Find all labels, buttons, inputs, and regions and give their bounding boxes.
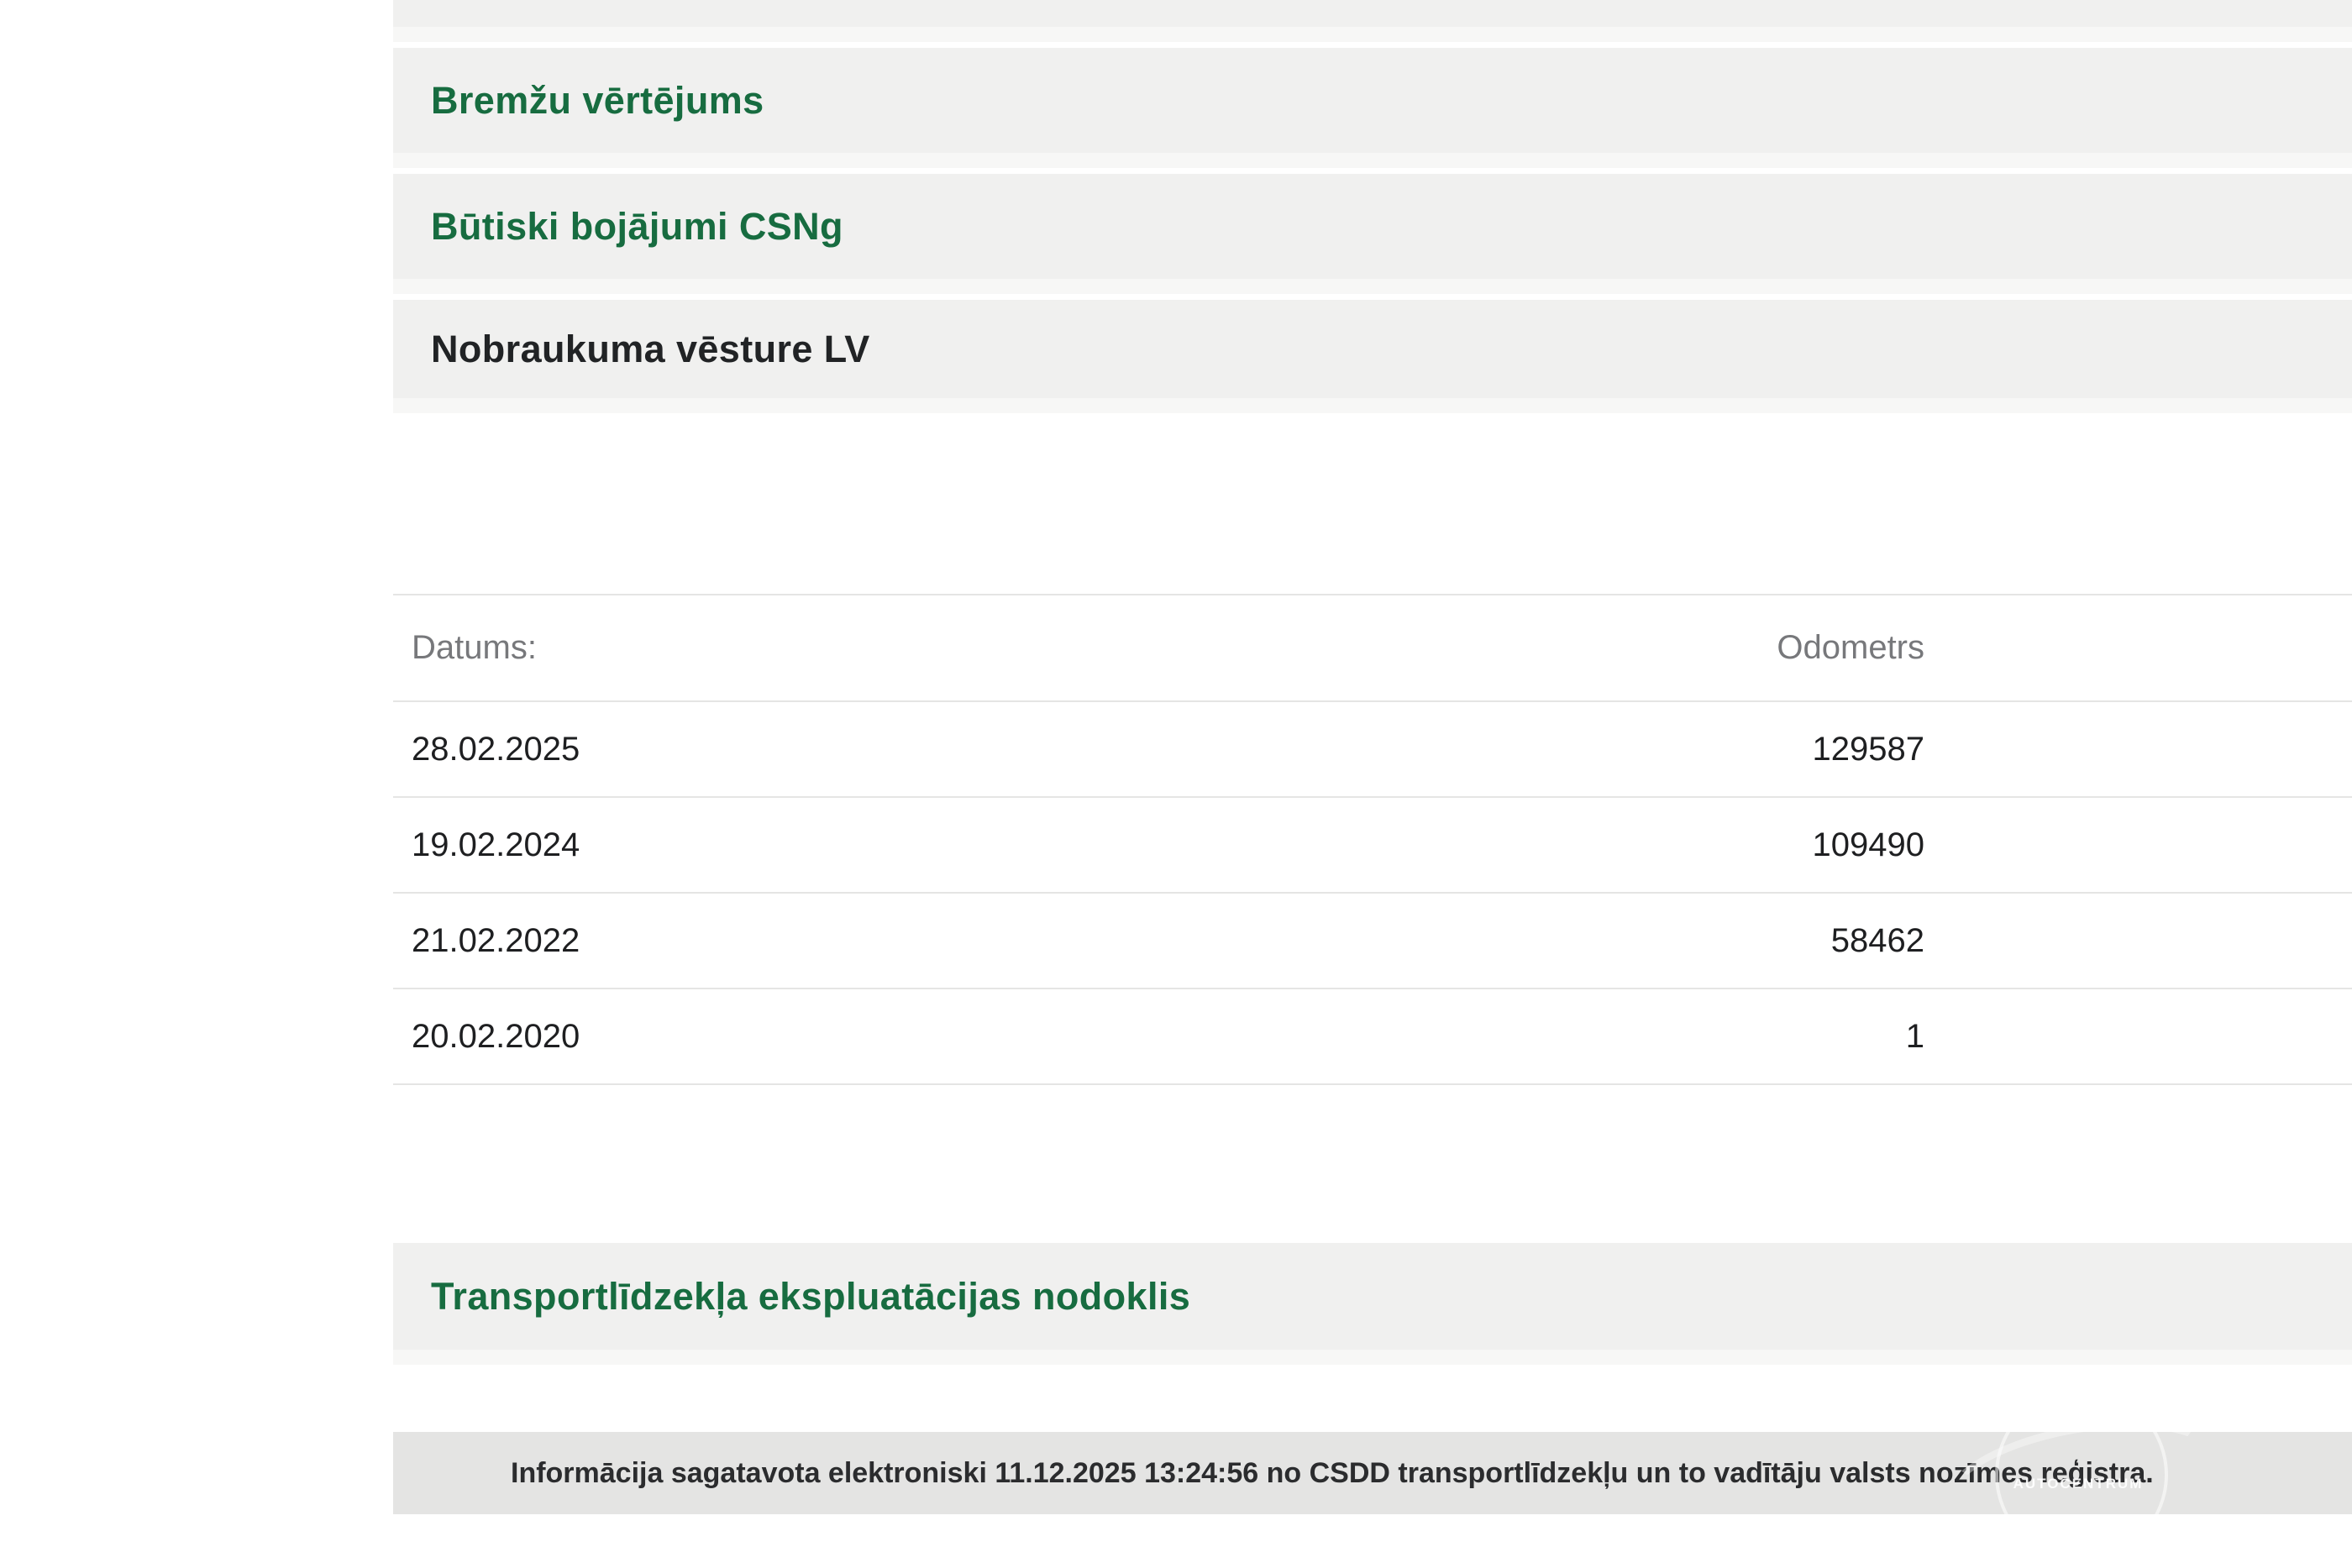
accordion-header-bremzu-vertejums[interactable]: Bremžu vērtējums: [393, 48, 2352, 153]
accordion-header-ekspluatacijas-nodoklis[interactable]: Transportlīdzekļa ekspluatācijas nodokli…: [393, 1243, 2352, 1350]
row-date: 20.02.2020: [412, 1017, 580, 1055]
column-header-date: Datums:: [412, 629, 537, 666]
row-odometer: 58462: [1830, 921, 1924, 959]
accordion-label-nobraukuma-vesture: Nobraukuma vēsture LV: [431, 327, 870, 370]
accordion-header-butiski-bojajumi[interactable]: Būtiski bojājumi CSNg: [393, 174, 2352, 279]
row-date: 21.02.2022: [412, 921, 580, 959]
row-odometer: 129587: [1812, 730, 1924, 768]
accordion-section-partial-body: [393, 0, 2352, 27]
table-row: 20.02.2020 1: [393, 989, 2352, 1085]
accordion-section-butiski-bojajumi[interactable]: Būtiski bojājumi CSNg: [393, 174, 2352, 294]
accordion-section-ekspluatacijas-nodoklis[interactable]: Transportlīdzekļa ekspluatācijas nodokli…: [393, 1243, 2352, 1365]
accordion-edge: [393, 398, 2352, 413]
row-date: 28.02.2025: [412, 730, 580, 768]
accordion-section-partial[interactable]: [393, 0, 2352, 42]
accordion-edge: [393, 279, 2352, 294]
accordion-label-butiski-bojajumi: Būtiski bojājumi CSNg: [431, 204, 843, 248]
row-odometer: 109490: [1812, 826, 1924, 863]
accordion-label-ekspluatacijas-nodoklis: Transportlīdzekļa ekspluatācijas nodokli…: [431, 1274, 1191, 1318]
report-generated-info: Informācija sagatavota elektroniski 11.1…: [511, 1456, 2154, 1489]
table-row: 28.02.2025 129587: [393, 702, 2352, 798]
accordion-section-bremzu-vertejums[interactable]: Bremžu vērtējums: [393, 48, 2352, 168]
report-footer-bar: Informācija sagatavota elektroniski 11.1…: [393, 1432, 2352, 1514]
mileage-history-table: Datums: Odometrs 28.02.2025 129587 19.02…: [393, 594, 2352, 1085]
accordion-section-partial-edge: [393, 27, 2352, 42]
accordion-edge: [393, 153, 2352, 168]
accordion-label-bremzu-vertejums: Bremžu vērtējums: [431, 78, 764, 122]
row-odometer: 1: [1905, 1017, 1924, 1055]
mileage-table-header-row: Datums: Odometrs: [393, 594, 2352, 702]
column-header-odometer: Odometrs: [1777, 629, 1924, 666]
accordion-section-nobraukuma-vesture[interactable]: Nobraukuma vēsture LV: [393, 300, 2352, 413]
table-row: 19.02.2024 109490: [393, 798, 2352, 894]
accordion-header-nobraukuma-vesture[interactable]: Nobraukuma vēsture LV: [393, 300, 2352, 398]
accordion-edge: [393, 1350, 2352, 1365]
row-date: 19.02.2024: [412, 826, 580, 863]
table-row: 21.02.2022 58462: [393, 894, 2352, 989]
